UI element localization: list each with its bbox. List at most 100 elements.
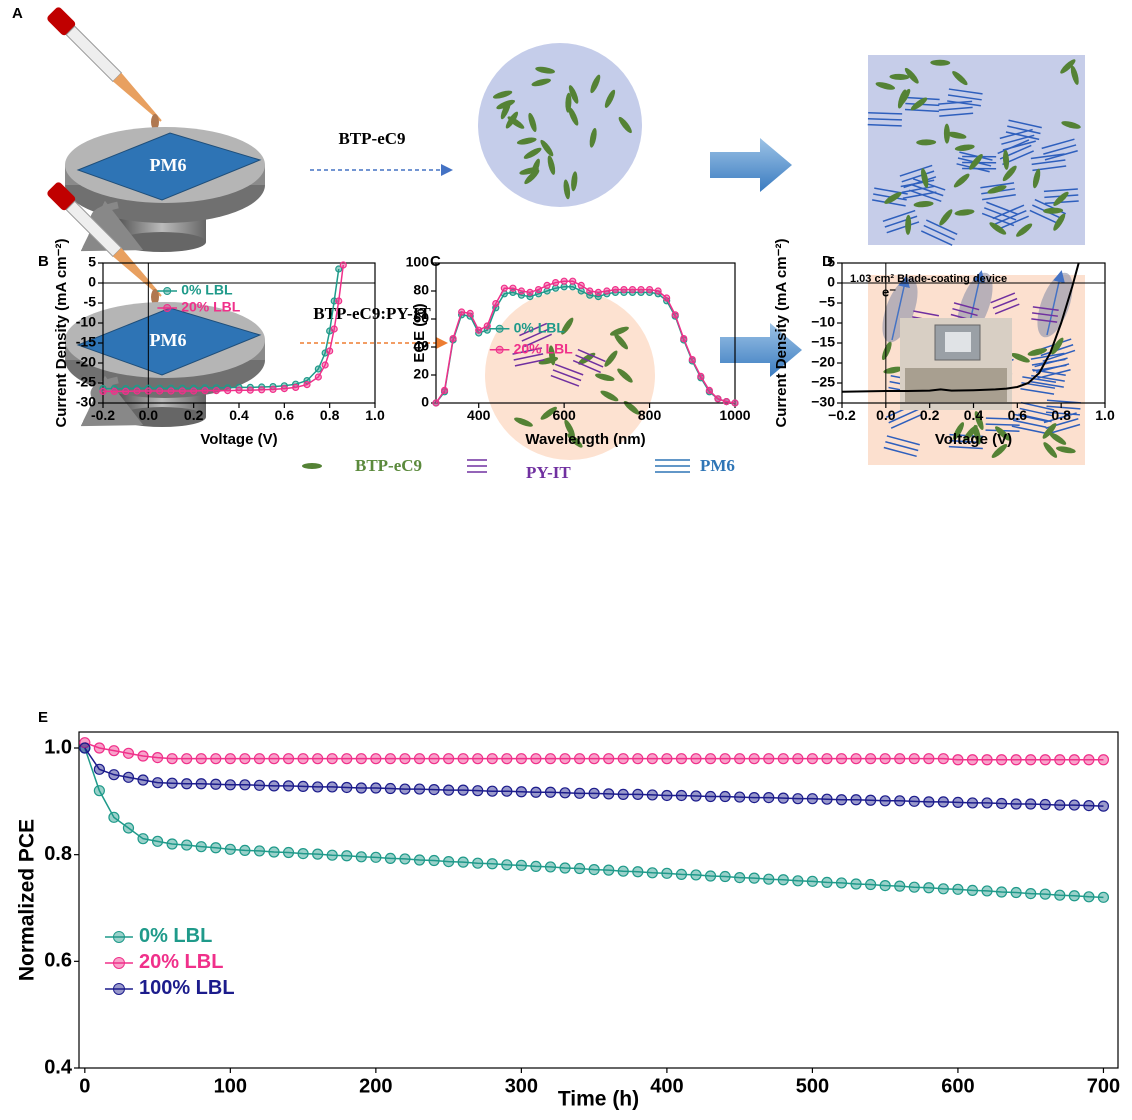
data-point — [211, 754, 221, 764]
data-point — [672, 312, 678, 318]
data-point — [1098, 801, 1108, 811]
data-point — [516, 860, 526, 870]
data-point — [182, 754, 192, 764]
panel-label: A — [12, 5, 23, 22]
data-point — [938, 884, 948, 894]
data-point — [544, 282, 550, 288]
data-point — [822, 754, 832, 764]
data-point — [895, 796, 905, 806]
data-point — [720, 792, 730, 802]
data-point — [196, 779, 206, 789]
data-point — [662, 754, 672, 764]
data-point — [1098, 755, 1108, 765]
data-point — [655, 288, 661, 294]
data-point — [545, 754, 555, 764]
data-point — [560, 788, 570, 798]
data-point — [735, 873, 745, 883]
data-point — [604, 288, 610, 294]
data-point — [327, 754, 337, 764]
x-tick-label: 0.0 — [876, 407, 896, 423]
data-point — [997, 798, 1007, 808]
data-point — [997, 887, 1007, 897]
data-point — [638, 287, 644, 293]
data-point — [111, 388, 117, 394]
x-tick-label: 700 — [1087, 1075, 1120, 1097]
data-point — [400, 854, 410, 864]
x-tick-label: 600 — [941, 1075, 974, 1097]
data-point — [531, 754, 541, 764]
y-tick-label: 0 — [421, 394, 429, 410]
data-point — [982, 798, 992, 808]
data-point — [298, 849, 308, 859]
data-point — [123, 748, 133, 758]
data-point — [342, 754, 352, 764]
data-point — [997, 755, 1007, 765]
data-point — [342, 851, 352, 861]
x-tick-label: 0.6 — [1008, 407, 1028, 423]
data-point — [284, 848, 294, 858]
data-point — [851, 795, 861, 805]
data-point — [371, 852, 381, 862]
data-point — [473, 786, 483, 796]
y-tick-label: 100 — [406, 254, 430, 270]
x-tick-label: 0.0 — [139, 407, 159, 423]
data-point — [612, 287, 618, 293]
data-point — [484, 323, 490, 329]
data-point — [764, 754, 774, 764]
data-point — [284, 754, 294, 764]
data-point — [179, 388, 185, 394]
data-point — [732, 400, 738, 406]
data-point — [545, 862, 555, 872]
y-tick-label: -15 — [76, 334, 96, 350]
legend-label: BTP-eC9 — [355, 456, 422, 475]
y-tick-label: 5 — [827, 254, 835, 270]
data-point — [385, 754, 395, 764]
data-point — [322, 362, 328, 368]
x-tick-label: 100 — [214, 1075, 247, 1097]
legend-symbol — [467, 460, 487, 472]
data-point — [502, 754, 512, 764]
data-point — [123, 388, 129, 394]
x-tick-label: 1000 — [719, 407, 750, 423]
data-point — [698, 373, 704, 379]
data-point — [629, 287, 635, 293]
data-point — [236, 387, 242, 393]
panel-label: B — [38, 253, 49, 270]
data-point — [837, 795, 847, 805]
data-point — [604, 789, 614, 799]
data-point — [647, 868, 657, 878]
y-axis-title: Current Density (mA cm⁻²) — [53, 238, 70, 427]
data-point — [400, 754, 410, 764]
data-point — [487, 754, 497, 764]
data-point — [909, 796, 919, 806]
x-tick-label: 600 — [552, 407, 576, 423]
data-point — [793, 794, 803, 804]
data-point — [764, 874, 774, 884]
data-point — [138, 775, 148, 785]
data-point — [735, 792, 745, 802]
data-point — [458, 754, 468, 764]
x-tick-label: 0.8 — [320, 407, 340, 423]
data-point — [356, 852, 366, 862]
data-point — [109, 746, 119, 756]
y-tick-label: 5 — [88, 254, 96, 270]
x-tick-label: 0.4 — [229, 407, 249, 423]
data-point — [778, 754, 788, 764]
data-point — [706, 387, 712, 393]
data-point — [1011, 799, 1021, 809]
data-point — [100, 388, 106, 394]
legend-label: PM6 — [700, 456, 735, 475]
x-tick-label: 0.2 — [184, 407, 204, 423]
data-point — [240, 754, 250, 764]
data-point — [676, 754, 686, 764]
data-point — [444, 857, 454, 867]
y-tick-label: 0.4 — [44, 1056, 73, 1078]
data-point — [293, 384, 299, 390]
data-point — [1026, 755, 1036, 765]
data-point — [1098, 892, 1108, 902]
x-tick-label: 400 — [650, 1075, 683, 1097]
data-point — [167, 839, 177, 849]
data-point — [676, 869, 686, 879]
data-point — [109, 770, 119, 780]
data-point — [259, 387, 265, 393]
